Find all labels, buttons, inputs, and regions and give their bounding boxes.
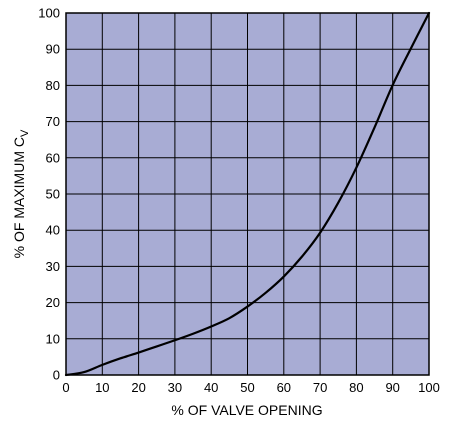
y-tick-label-60: 60 xyxy=(46,150,60,165)
x-tick-label-50: 50 xyxy=(240,380,254,395)
data-line xyxy=(64,11,431,377)
x-tick-label-30: 30 xyxy=(168,380,182,395)
x-tick-label-80: 80 xyxy=(349,380,363,395)
grid-lines xyxy=(65,12,430,376)
y-tick-label-50: 50 xyxy=(46,187,60,202)
y-axis-title: % OF MAXIMUM CV xyxy=(11,129,31,258)
y-tick-label-40: 40 xyxy=(46,223,60,238)
x-tick-label-20: 20 xyxy=(131,380,145,395)
y-axis-title-main: % OF MAXIMUM C xyxy=(11,137,27,258)
x-tick-label-40: 40 xyxy=(204,380,218,395)
x-tick-label-0: 0 xyxy=(62,380,69,395)
y-tick-label-100: 100 xyxy=(38,6,60,21)
x-tick-label-100: 100 xyxy=(418,380,440,395)
x-axis-title: % OF VALVE OPENING xyxy=(171,402,322,418)
y-tick-label-20: 20 xyxy=(46,295,60,310)
x-tick-label-90: 90 xyxy=(385,380,399,395)
y-tick-label-10: 10 xyxy=(46,331,60,346)
y-tick-label-80: 80 xyxy=(46,78,60,93)
y-axis-title-subscript: V xyxy=(19,129,31,137)
y-tick-label-30: 30 xyxy=(46,259,60,274)
x-tick-label-70: 70 xyxy=(313,380,327,395)
x-tick-label-60: 60 xyxy=(277,380,291,395)
y-tick-label-0: 0 xyxy=(53,368,60,383)
x-tick-label-10: 10 xyxy=(95,380,109,395)
y-tick-label-90: 90 xyxy=(46,42,60,57)
y-tick-label-70: 70 xyxy=(46,114,60,129)
y-tick-labels: 0 10 20 30 40 50 60 70 80 90 100 xyxy=(38,6,60,383)
x-tick-labels: 0 10 20 30 40 50 60 70 80 90 100 xyxy=(62,380,439,395)
